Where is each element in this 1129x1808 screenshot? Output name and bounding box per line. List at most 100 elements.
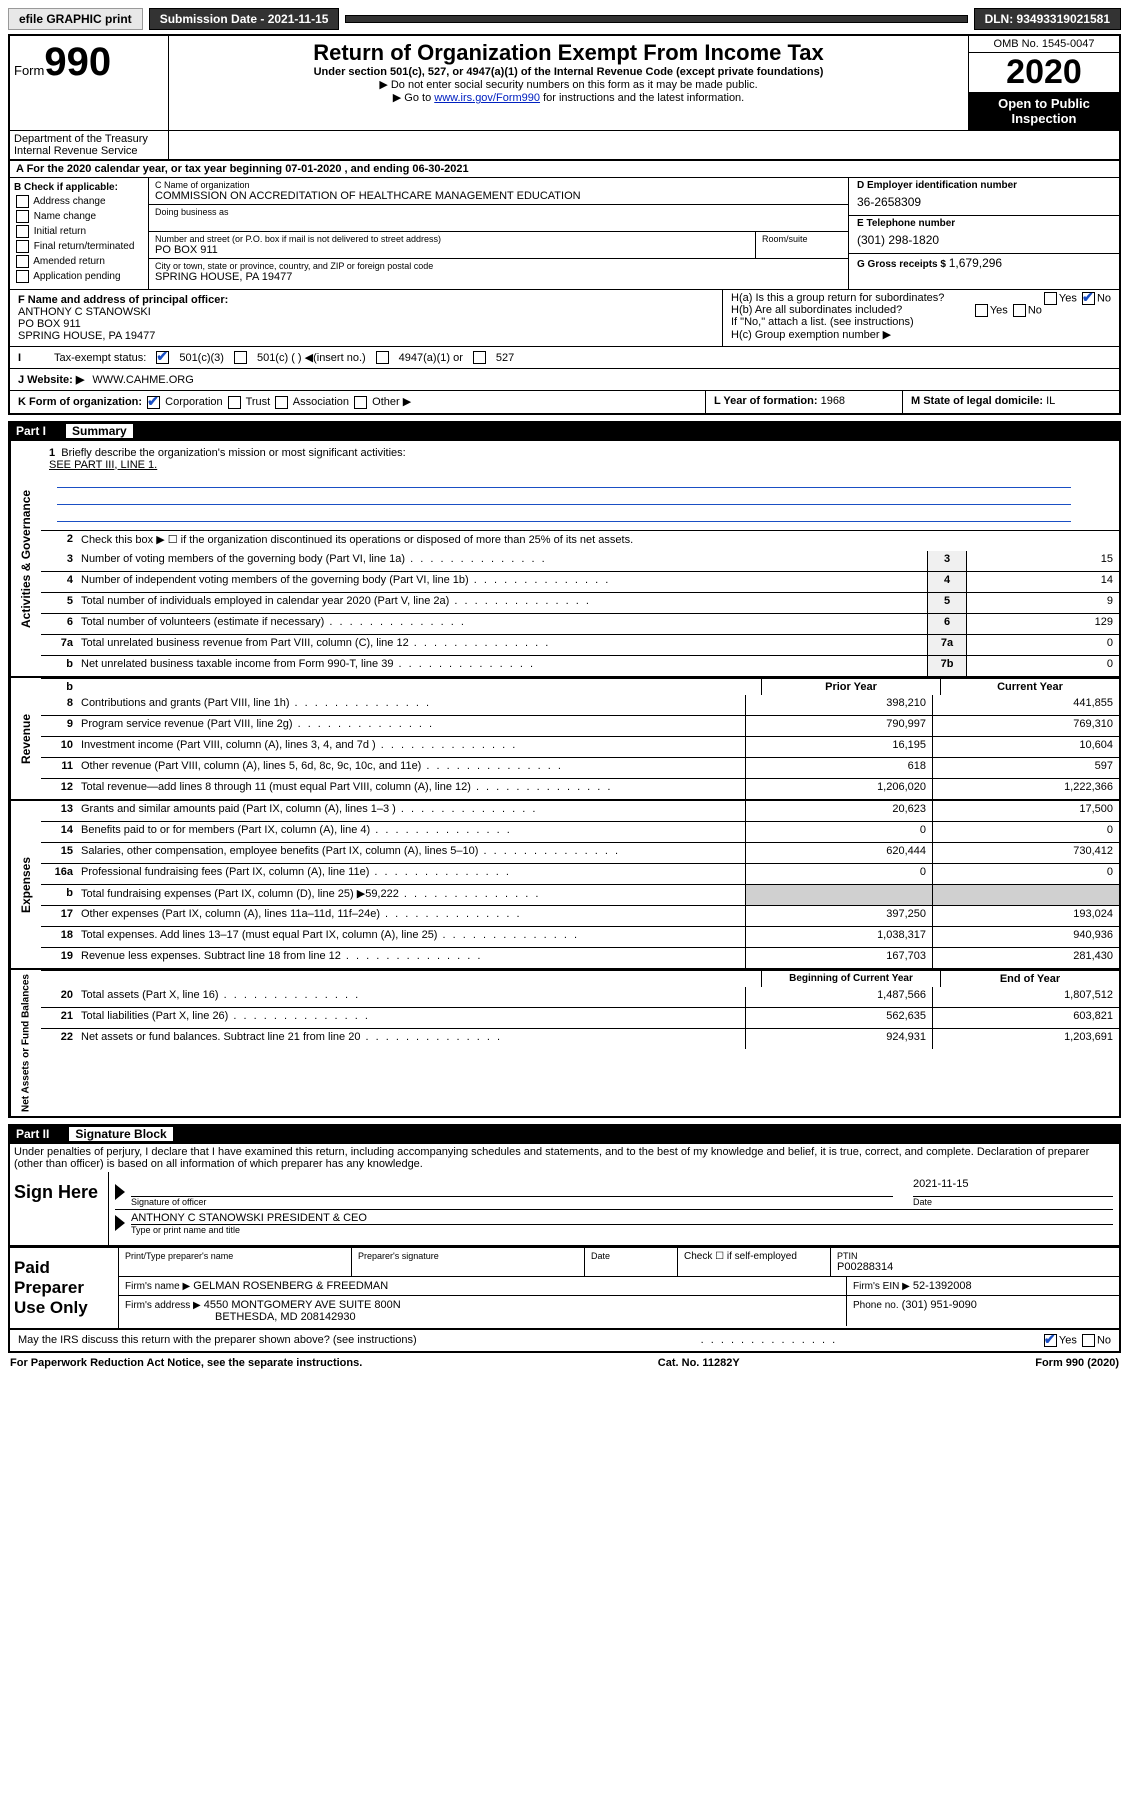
chk-pending[interactable] — [16, 270, 29, 283]
submission-date-badge: Submission Date - 2021-11-15 — [149, 8, 340, 30]
f-cell: F Name and address of principal officer:… — [10, 290, 723, 346]
chk-final[interactable] — [16, 240, 29, 253]
two-col-row: 10 Investment income (Part VIII, column … — [41, 736, 1119, 757]
ha-yes[interactable] — [1044, 292, 1057, 305]
expenses-label: Expenses — [10, 801, 41, 968]
chk-initial[interactable] — [16, 225, 29, 238]
row-desc: Total number of individuals employed in … — [77, 593, 927, 613]
chk-other[interactable] — [354, 396, 367, 409]
ptin-value: P00288314 — [837, 1261, 1113, 1273]
footer: For Paperwork Reduction Act Notice, see … — [8, 1353, 1121, 1373]
mission-box: 1 Briefly describe the organization's mi… — [41, 441, 1119, 530]
chk-trust[interactable] — [228, 396, 241, 409]
row-box: 7a — [927, 635, 966, 655]
chk-assoc[interactable] — [275, 396, 288, 409]
chk-name-change[interactable] — [16, 210, 29, 223]
prior-val: 1,038,317 — [745, 927, 932, 947]
hb-yes[interactable] — [975, 304, 988, 317]
current-val: 441,855 — [932, 695, 1119, 715]
prior-val: 924,931 — [745, 1029, 932, 1049]
ha-label: H(a) Is this a group return for subordin… — [731, 292, 944, 304]
two-col-row: 9 Program service revenue (Part VIII, li… — [41, 715, 1119, 736]
prior-val: 562,635 — [745, 1008, 932, 1028]
row-desc: Other expenses (Part IX, column (A), lin… — [77, 906, 745, 926]
chk-527[interactable] — [473, 351, 486, 364]
row-desc: Total unrelated business revenue from Pa… — [77, 635, 927, 655]
right-header: OMB No. 1545-0047 2020 Open to Public In… — [969, 36, 1119, 130]
chk-501c[interactable] — [234, 351, 247, 364]
ha-no[interactable] — [1082, 292, 1095, 305]
street-address: PO BOX 911 — [155, 244, 749, 256]
row-num: 6 — [41, 614, 77, 634]
row-desc: Total revenue—add lines 8 through 11 (mu… — [77, 779, 745, 799]
fh-row: F Name and address of principal officer:… — [8, 289, 1121, 346]
omb-number: OMB No. 1545-0047 — [969, 36, 1119, 53]
opt-corp: Corporation — [165, 396, 222, 408]
current-val: 0 — [932, 864, 1119, 884]
chk-501c3[interactable] — [156, 351, 169, 364]
instructions-link[interactable]: www.irs.gov/Form990 — [434, 92, 540, 104]
chk-4947[interactable] — [376, 351, 389, 364]
firm-ein-label: Firm's EIN ▶ — [853, 1281, 910, 1292]
two-col-row: 15 Salaries, other compensation, employe… — [41, 842, 1119, 863]
row-val: 129 — [966, 614, 1119, 634]
k-label: K Form of organization: — [18, 396, 142, 408]
note2-post: for instructions and the latest informat… — [540, 92, 744, 104]
chk-address-change[interactable] — [16, 195, 29, 208]
row-desc: Salaries, other compensation, employee b… — [77, 843, 745, 863]
addr-label: Number and street (or P.O. box if mail i… — [155, 234, 749, 244]
row-num: 12 — [41, 779, 77, 799]
discuss-label: May the IRS discuss this return with the… — [18, 1334, 701, 1347]
org-name: COMMISSION ON ACCREDITATION OF HEALTHCAR… — [155, 190, 842, 202]
city-value: SPRING HOUSE, PA 19477 — [155, 271, 842, 283]
efile-print-button[interactable]: efile GRAPHIC print — [8, 8, 143, 30]
two-col-row: 13 Grants and similar amounts paid (Part… — [41, 801, 1119, 821]
chk-amended[interactable] — [16, 255, 29, 268]
opt-501c: 501(c) ( ) ◀(insert no.) — [257, 351, 366, 364]
row-num: 18 — [41, 927, 77, 947]
row-num: b — [41, 656, 77, 676]
klm-row: K Form of organization: Corporation Trus… — [8, 390, 1121, 415]
row-desc: Number of independent voting members of … — [77, 572, 927, 592]
netassets-label: Net Assets or Fund Balances — [10, 970, 41, 1116]
row-box: 4 — [927, 572, 966, 592]
row-val: 0 — [966, 656, 1119, 676]
current-val: 1,807,512 — [932, 987, 1119, 1007]
info-grid: B Check if applicable: Address change Na… — [8, 178, 1121, 289]
city-label: City or town, state or province, country… — [155, 261, 842, 271]
part1-num: Part I — [16, 424, 46, 438]
begin-year-header: Beginning of Current Year — [761, 971, 940, 987]
row-box: 5 — [927, 593, 966, 613]
row-desc: Total fundraising expenses (Part IX, col… — [77, 885, 745, 905]
netassets-container: Net Assets or Fund Balances Beginning of… — [8, 970, 1121, 1118]
expenses-container: Expenses 13 Grants and similar amounts p… — [8, 801, 1121, 970]
prior-val: 790,997 — [745, 716, 932, 736]
row-num: 22 — [41, 1029, 77, 1049]
sig-arrow-icon-2 — [115, 1215, 125, 1231]
firm-phone-value: (301) 951-9090 — [902, 1299, 977, 1311]
firm-addr2-value: BETHESDA, MD 208142930 — [215, 1311, 356, 1323]
opt-501c3: 501(c)(3) — [179, 352, 224, 364]
mission-line-1 — [57, 473, 1071, 488]
current-val: 281,430 — [932, 948, 1119, 968]
discuss-yes[interactable] — [1044, 1334, 1057, 1347]
two-col-row: 14 Benefits paid to or for members (Part… — [41, 821, 1119, 842]
website-row: J Website: ▶ WWW.CAHME.ORG — [8, 368, 1121, 390]
chk-corp[interactable] — [147, 396, 160, 409]
row-num: 20 — [41, 987, 77, 1007]
row-desc: Contributions and grants (Part VIII, lin… — [77, 695, 745, 715]
row-num: b — [41, 885, 77, 905]
sig-arrow-icon — [115, 1184, 125, 1200]
current-val — [932, 885, 1119, 905]
activities-governance-label: Activities & Governance — [10, 441, 41, 676]
two-col-row: b Total fundraising expenses (Part IX, c… — [41, 884, 1119, 905]
discuss-no[interactable] — [1082, 1334, 1095, 1347]
current-val: 1,222,366 — [932, 779, 1119, 799]
end-year-header: End of Year — [940, 971, 1119, 987]
firm-ein-value: 52-1392008 — [913, 1280, 972, 1292]
hb-no[interactable] — [1013, 304, 1026, 317]
row-num: 3 — [41, 551, 77, 571]
sig-type-label: Type or print name and title — [131, 1225, 1113, 1235]
opt-amended: Amended return — [33, 256, 105, 267]
prior-val — [745, 885, 932, 905]
